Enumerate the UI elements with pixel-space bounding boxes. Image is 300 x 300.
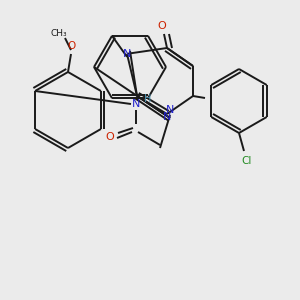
Text: N: N xyxy=(132,99,140,109)
Text: N: N xyxy=(123,49,131,59)
Text: H: H xyxy=(144,94,152,104)
Text: O: O xyxy=(67,41,75,51)
Text: Cl: Cl xyxy=(242,156,252,166)
Text: N: N xyxy=(163,112,171,122)
Text: N: N xyxy=(166,105,174,115)
Text: O: O xyxy=(106,132,114,142)
Text: O: O xyxy=(158,21,166,31)
Text: CH₃: CH₃ xyxy=(51,29,67,38)
